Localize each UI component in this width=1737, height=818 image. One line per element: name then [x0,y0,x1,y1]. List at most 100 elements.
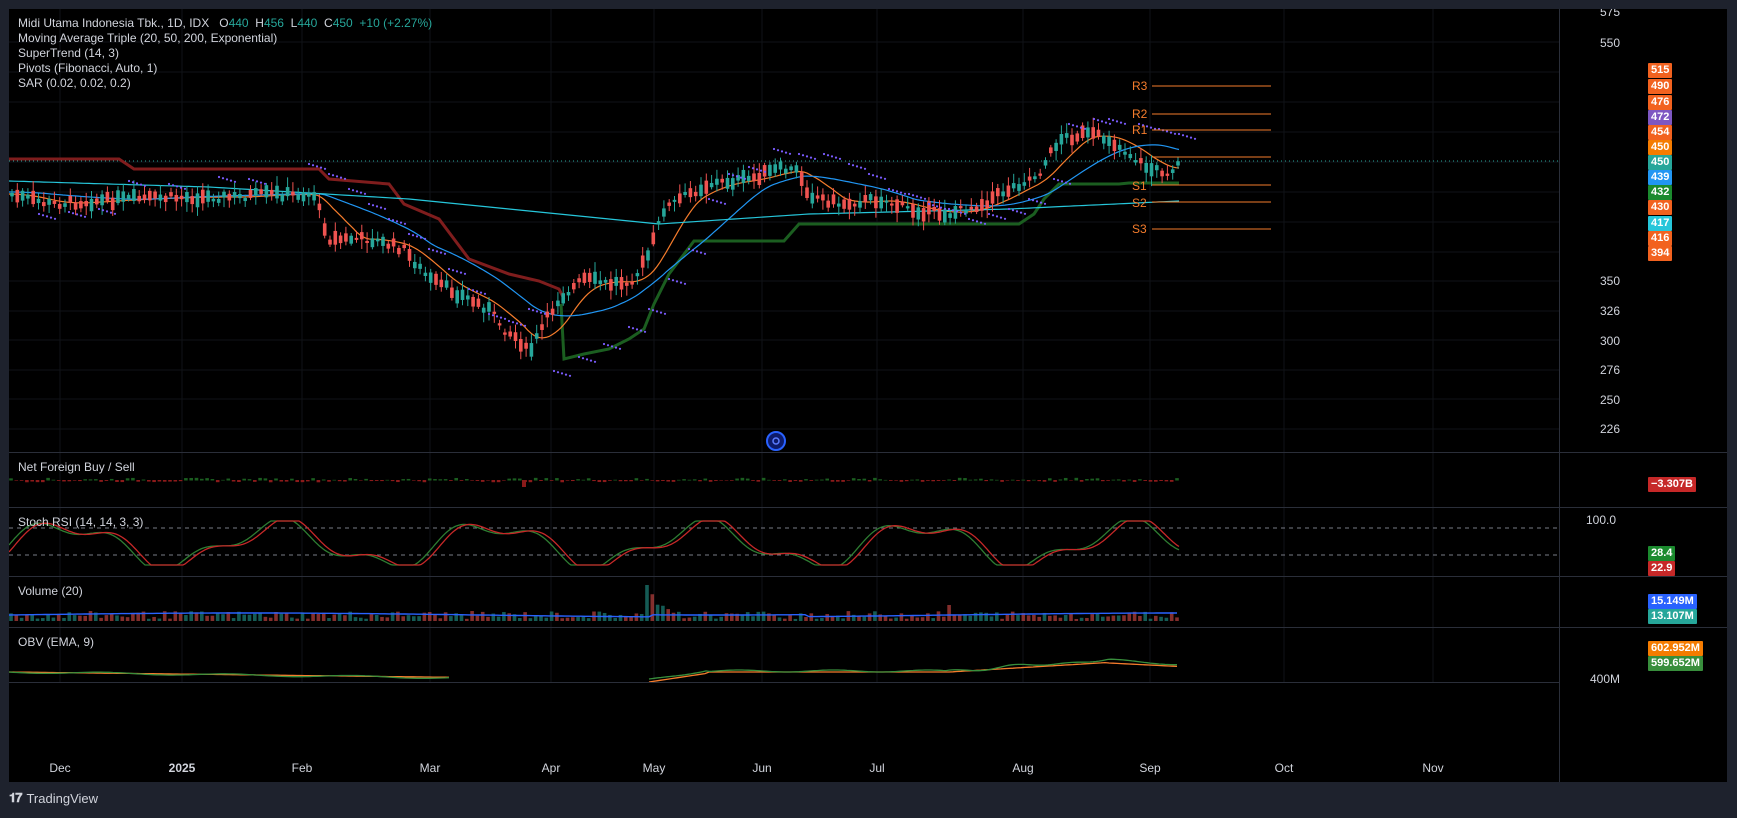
nfbs-bar [422,480,427,483]
sar-dot [788,152,792,155]
candle-body [179,195,184,200]
volume-bar [406,615,411,621]
nfbs-bar [629,480,633,482]
volume-bar [433,614,437,621]
sar-dot [543,312,547,315]
indicator-legend-supertrend[interactable]: SuperTrend (14, 3) [18,46,119,60]
nfbs-bar [798,480,803,482]
nfbs-bar [157,480,162,482]
sar-dot [1177,132,1181,136]
candle-body [614,276,618,286]
pane-separator[interactable] [9,507,1727,508]
sar-dot [891,189,895,192]
volume-ma-badge: 15.149M [1648,594,1697,609]
sar-dot [335,175,339,178]
sar-dot [171,184,175,187]
sar-dot [1100,120,1104,123]
nfbs-bar [374,480,379,481]
sar-dot [1083,127,1087,130]
sar-dot [923,197,927,200]
volume-bar [1122,615,1126,621]
indicator-legend-ma[interactable]: Moving Average Triple (20, 50, 200, Expo… [18,31,278,45]
sar-dot [735,175,739,178]
candle-body [868,194,873,201]
pane-title-volume[interactable]: Volume (20) [18,584,83,598]
candle-body [360,232,364,240]
volume-bar [512,614,517,621]
pane-title-nfbs[interactable]: Net Foreign Buy / Sell [18,460,135,474]
candle-body [529,343,534,357]
indicator-legend-pivots[interactable]: Pivots (Fibonacci, Auto, 1) [18,61,158,75]
nfbs-bar [1079,480,1084,482]
price-badge: 430 [1648,200,1673,215]
sar-dot [347,187,351,191]
volume-bar [629,616,633,621]
nfbs-bar [184,478,188,481]
nfbs-bar [141,479,146,481]
sar-dot [75,213,79,216]
pane-separator[interactable] [9,452,1727,453]
volume-bar [104,615,109,621]
sar-dot [383,207,387,210]
nfbs-bar [830,480,835,482]
nfbs-bar [666,480,670,482]
volume-bar [1095,613,1100,621]
volume-bar [851,614,856,621]
symbol-legend[interactable]: Midi Utama Indonesia Tbk., 1D, IDX O440 … [18,16,433,30]
sar-dot [577,355,581,359]
nfbs-bar [480,480,485,482]
candle-body [847,198,852,210]
volume-bar [78,615,82,621]
sar-dot [719,201,723,204]
nfbs-bar [1101,480,1105,482]
sar-dot [809,156,813,159]
candle-body [222,191,226,198]
candle-body [20,190,25,201]
nfbs-bar [560,480,564,483]
volume-bar [1148,618,1153,621]
chart-frame[interactable]: Midi Utama Indonesia Tbk., 1D, IDX O440 … [9,9,1727,782]
candle-body [110,197,115,211]
sar-dot [602,342,606,346]
sar-dot [883,177,887,180]
volume-bar [862,616,867,621]
pane-title-obv[interactable]: OBV (EMA, 9) [18,635,95,649]
candle-body [243,198,247,202]
time-tick: Dec [49,761,71,775]
pane-separator[interactable] [9,576,1727,577]
candle-body [497,323,502,326]
sar-dot [899,191,903,194]
nfbs-bar [777,480,782,481]
nfbs-bar [984,480,988,482]
chart-canvas[interactable] [9,9,1727,782]
sar-dot [631,327,635,330]
sar-dot [527,307,531,311]
sar-dot [475,290,479,293]
volume-bar [422,612,427,621]
candle-body [1096,129,1101,137]
volume-bar [465,618,469,621]
nfbs-bar [46,477,50,481]
symbol-title[interactable]: Midi Utama Indonesia Tbk., 1D, IDX [18,16,210,30]
nfbs-value-badge: −3.307B [1648,477,1696,492]
sar-dot [423,237,427,240]
volume-bar [348,611,352,621]
pane-separator[interactable] [9,627,1727,628]
tradingview-brand[interactable]: 𝟏𝟕 TradingView [9,790,98,806]
nfbs-bar [443,479,448,481]
candle-body [15,189,20,203]
volume-bar [724,613,729,621]
volume-bar [671,612,676,621]
candle-body [211,198,216,202]
nfbs-bar [396,480,400,483]
pane-title-stoch[interactable]: Stoch RSI (14, 14, 3, 3) [18,515,144,529]
sar-dot [743,177,747,180]
sar-dot [614,346,618,349]
indicator-legend-sar[interactable]: SAR (0.02, 0.02, 0.2) [18,76,131,90]
replay-marker[interactable] [766,431,786,451]
stoch-rsi-lines [9,520,1559,566]
candle-body [285,187,290,197]
volume-bar [745,612,750,621]
nfbs-bar [735,478,739,481]
sar-dot [1079,126,1083,129]
